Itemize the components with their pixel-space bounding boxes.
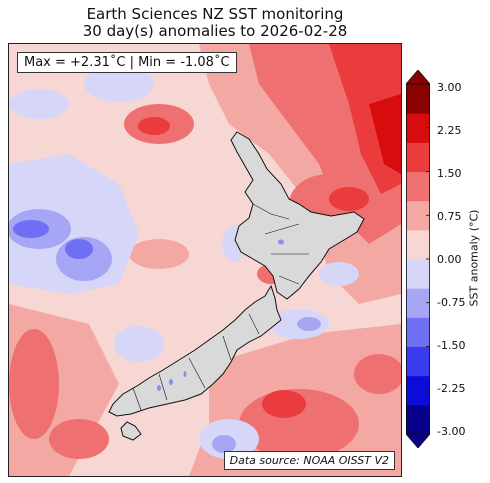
colorbar-extend-min-arrow xyxy=(406,433,430,448)
lakes xyxy=(157,239,284,391)
colorbar-tick-label: 3.00 xyxy=(437,81,462,94)
colorbar-segment xyxy=(406,229,430,260)
warm-anomaly-east-cape xyxy=(329,187,369,211)
colorbar-segment xyxy=(406,171,430,202)
cool-anomaly-chatham xyxy=(319,262,359,286)
colorbar-label: SST anomaly (°C) xyxy=(467,209,481,307)
warm-anomaly-south-west-core xyxy=(9,329,59,439)
colorbar-graphic xyxy=(406,70,430,448)
warm-anomaly-southeast-peak xyxy=(262,390,306,418)
stewart-island xyxy=(120,421,142,441)
chart-title-line2: 30 day(s) anomalies to 2026-02-28 xyxy=(82,22,348,40)
colorbar-tick-label: 0.00 xyxy=(437,253,462,266)
cool-anomaly-north-patch xyxy=(84,66,154,102)
cool-anomaly-south-deep xyxy=(212,435,236,453)
colorbar-tick-label: -3.00 xyxy=(437,425,466,438)
colorbar-segment xyxy=(406,404,430,435)
cool-anomaly-tasman-deep xyxy=(65,239,93,259)
data-source-annotation: Data source: NOAA OISST V2 xyxy=(223,451,395,470)
colorbar-tick-label: -2.25 xyxy=(437,382,466,395)
cool-anomaly-regions xyxy=(9,66,359,459)
regional-boundaries-north xyxy=(252,203,309,285)
colorbar-tick-label: 0.75 xyxy=(437,210,462,223)
chart-title-line1: Earth Sciences NZ SST monitoring xyxy=(86,5,344,23)
lake-taupo xyxy=(278,239,284,245)
colorbar-extend-max-arrow xyxy=(406,70,430,85)
colorbar-segment xyxy=(406,346,430,377)
cool-anomaly-south-island-east xyxy=(297,317,321,331)
lake-southern-3 xyxy=(183,371,187,377)
sst-anomaly-map xyxy=(9,44,401,476)
colorbar-segment xyxy=(406,317,430,347)
north-island xyxy=(230,131,365,300)
colorbar-segment xyxy=(406,84,430,114)
cool-anomaly-west-deep xyxy=(13,220,49,238)
lake-southern-2 xyxy=(169,379,173,385)
regional-boundaries-south xyxy=(132,313,260,411)
colorbar-tick-label: -0.75 xyxy=(437,296,466,309)
colorbar-tick-label: -1.50 xyxy=(437,339,466,352)
colorbar xyxy=(406,70,430,448)
colorbar-segment xyxy=(406,259,430,289)
cool-anomaly-west-coast xyxy=(114,326,164,362)
colorbar-segment xyxy=(406,142,430,172)
new-zealand-land xyxy=(108,131,365,441)
south-island xyxy=(108,284,282,417)
map-panel: Max = +2.31˚C | Min = -1.08˚C Data sourc… xyxy=(8,43,402,477)
warm-anomaly-north-small xyxy=(138,117,170,135)
warm-anomaly-east-strong xyxy=(369,94,401,174)
warm-anomaly-tasman xyxy=(129,239,189,269)
max-min-annotation: Max = +2.31˚C | Min = -1.08˚C xyxy=(17,52,237,73)
warm-anomaly-southwest-patch xyxy=(49,419,109,459)
lake-southern-1 xyxy=(157,385,161,391)
colorbar-tick-label: 2.25 xyxy=(437,124,462,137)
cool-anomaly-northwest xyxy=(9,89,69,119)
warm-anomaly-far-southeast xyxy=(354,354,401,394)
colorbar-tick-label: 1.50 xyxy=(437,167,462,180)
